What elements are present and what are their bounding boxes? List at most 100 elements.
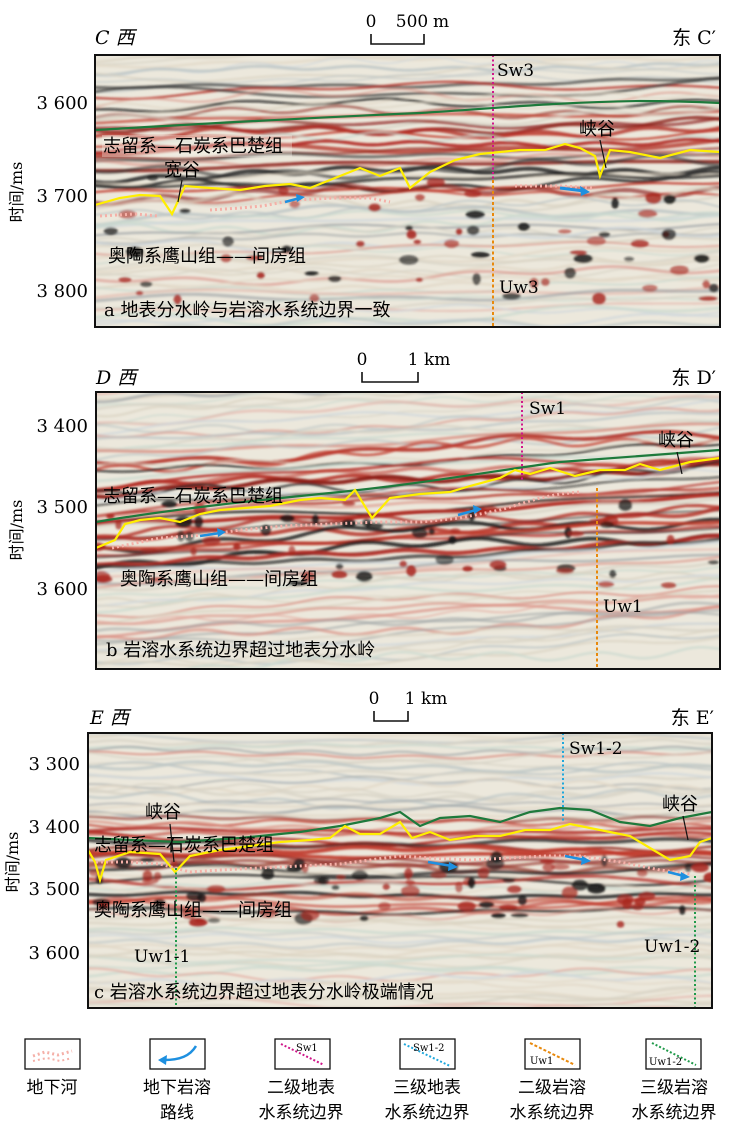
panel-a-gorge-pointer — [599, 139, 607, 169]
panel-c-scale-zero: 0 — [369, 689, 380, 709]
panel-c-scale-unit: km — [421, 689, 447, 709]
panel-c-formation-upper: 志留系—石炭系巴楚组 — [94, 835, 274, 856]
panel-a-formation-upper: 志留系—石炭系巴楚组 — [103, 136, 283, 157]
panel-c-caption: c 岩溶水系统边界超过地表分水岭极端情况 — [94, 982, 434, 1003]
panel-b-scale-bar: 0 1 km — [357, 350, 450, 383]
panel-a-yellow-horizon — [95, 142, 720, 217]
karst-route-arrow-icon — [149, 1038, 206, 1070]
panel-c-karst-route-arrow-2 — [564, 854, 591, 865]
panel-a-karst-route-arrow — [559, 186, 590, 196]
panel-a-seismic-section — [95, 55, 720, 327]
panel-c-gorge-label-right: 峡谷 — [662, 794, 698, 815]
panel-c-y-axis-label: 时间/ms — [3, 832, 22, 893]
panel-b-caption: b 岩溶水系统边界超过地表分水岭 — [106, 640, 375, 661]
panel-c-yellow-horizon — [88, 820, 712, 884]
panel-a-y-axis-label: 时间/ms — [7, 162, 26, 223]
panel-a-surface-boundary-label: Sw3 — [497, 61, 534, 81]
panel-a-left-label: C 西 — [95, 27, 138, 49]
panel-c-karst-boundary-label-2: Uw1-2 — [644, 937, 700, 957]
panel-c-karst-route-arrow-1 — [427, 860, 458, 871]
panel-a-wide-valley-label: 宽谷 — [164, 160, 200, 181]
panel-c-karst-boundary-label-1: Uw1-1 — [134, 947, 190, 967]
panel-c-ytick-3: 3 600 — [28, 943, 80, 964]
legend-label-secondary-karst-2: 水系统边界 — [510, 1103, 595, 1123]
panel-b-gorge-label: 峡谷 — [658, 430, 694, 451]
legend-item-karst-route: 地下岩溶 路线 — [143, 1038, 211, 1123]
panel-c-left-label: E 西 — [89, 707, 132, 729]
panel-a-scale-length: 500 — [396, 12, 428, 32]
panel-a-scale-zero: 0 — [366, 12, 377, 32]
panel-a-ytick-1: 3 700 — [36, 186, 88, 207]
panel-b-y-axis-label: 时间/ms — [7, 500, 26, 561]
panel-b-yellow-horizon — [96, 456, 720, 550]
panel-b-karst-route-arrow-2 — [457, 505, 482, 517]
panel-a-formation-lower: 奥陶系鹰山组——间房组 — [108, 246, 306, 267]
panel-b-scale-zero: 0 — [357, 350, 368, 370]
secondary-surface-boundary-icon — [274, 1038, 331, 1070]
legend-label-tertiary-surface-1: 三级地表 — [393, 1078, 461, 1098]
panel-c-y-ticks: 3 300 3 400 3 500 3 600 — [28, 754, 80, 964]
panel-b: D 西 东 D′ 0 1 km 3 400 3 500 3 600 时间/ms — [7, 350, 721, 670]
tertiary-surface-boundary-icon — [399, 1038, 456, 1070]
panel-b-formation-upper: 志留系—石炭系巴楚组 — [103, 486, 283, 507]
panel-c-seismic-section — [88, 733, 712, 1008]
panel-b-karst-boundary-label: Uw1 — [603, 597, 643, 617]
panel-c-scale-length: 1 — [405, 689, 416, 709]
legend-label-tertiary-surface-2: 水系统边界 — [385, 1103, 470, 1123]
panel-c-underground-river — [96, 854, 691, 876]
panel-a-scale-unit: m — [433, 12, 449, 32]
legend-item-secondary-surface: Sw1 二级地表 水系统边界 — [259, 1038, 344, 1123]
panel-c-frame — [87, 732, 713, 1009]
panel-b-ytick-2: 3 600 — [36, 579, 88, 600]
legend-item-secondary-karst: Uw1 二级岩溶 水系统边界 — [510, 1038, 595, 1123]
panel-b-surface-boundary-label: Sw1 — [529, 399, 566, 419]
panel-a-ytick-2: 3 800 — [36, 281, 88, 302]
panel-b-right-label: 东 D′ — [671, 367, 716, 389]
panel-a-caption: a 地表分水岭与岩溶水系统边界一致 — [104, 300, 390, 321]
panel-c-ytick-1: 3 400 — [28, 817, 80, 838]
legend-label-secondary-karst-1: 二级岩溶 — [518, 1078, 586, 1098]
panel-b-frame — [95, 391, 721, 670]
panel-c-ytick-2: 3 500 — [28, 879, 80, 900]
panel-c-ytick-0: 3 300 — [28, 754, 80, 775]
panel-a-underground-river-a2 — [515, 184, 596, 190]
panel-a-frame — [94, 54, 721, 328]
panel-a-right-label: 东 C′ — [672, 27, 716, 49]
legend-item-tertiary-karst: Uw1-2 三级岩溶 水系统边界 — [632, 1038, 717, 1123]
panel-c-surface-boundary-label: Sw1-2 — [569, 739, 623, 759]
legend: 地下河 地下岩溶 路线 Sw1 二级地表 水系统边界 Sw1-2 三级地表 水系… — [24, 1038, 717, 1123]
panel-c-gorge-pointer-right — [682, 815, 689, 841]
panel-b-left-label: D 西 — [95, 367, 139, 389]
legend-icon-text-uw1: Uw1 — [530, 1056, 553, 1067]
panel-b-scale-length: 1 — [408, 350, 419, 370]
panel-c-right-label: 东 E′ — [671, 707, 714, 729]
panel-a: C 西 东 C′ 0 500 m 3 600 3 700 3 800 时间/ms — [7, 12, 721, 328]
panel-b-ytick-1: 3 500 — [36, 497, 88, 518]
panel-c-gorge-label-left: 峡谷 — [145, 802, 181, 823]
legend-item-underground-river: 地下河 — [24, 1038, 81, 1098]
panel-c-green-horizon — [88, 806, 712, 844]
panel-c-karst-route-arrow-3 — [667, 870, 690, 881]
panel-c: E 西 东 E′ 0 1 km 3 300 3 400 3 500 3 600 … — [3, 689, 714, 1009]
panel-c-formation-lower: 奥陶系鹰山组——间房组 — [94, 900, 292, 921]
legend-label-tertiary-karst-1: 三级岩溶 — [640, 1078, 708, 1098]
panel-a-wide-valley-pointer — [177, 179, 183, 203]
panel-a-scale-bar: 0 500 m — [366, 12, 449, 45]
panel-a-y-ticks: 3 600 3 700 3 800 — [36, 93, 88, 302]
panel-b-seismic-section — [96, 392, 720, 669]
panel-a-ytick-0: 3 600 — [36, 93, 88, 114]
panel-b-formation-lower: 奥陶系鹰山组——间房组 — [120, 569, 318, 590]
panel-a-green-horizon — [95, 99, 720, 132]
legend-label-underground-river: 地下河 — [27, 1078, 78, 1098]
legend-icon-text-uw1-2: Uw1-2 — [649, 1057, 682, 1068]
panel-b-green-horizon — [96, 448, 720, 524]
panel-a-karst-route-arrow-2 — [284, 194, 305, 204]
panel-b-ytick-0: 3 400 — [36, 416, 88, 437]
legend-icon-text-sw1-2: Sw1-2 — [413, 1043, 445, 1054]
panel-b-y-ticks: 3 400 3 500 3 600 — [36, 416, 88, 600]
legend-label-karst-route-1: 地下岩溶 — [143, 1078, 211, 1098]
legend-label-karst-route-2: 路线 — [160, 1103, 194, 1123]
panel-a-gorge-label: 峡谷 — [579, 119, 615, 140]
panel-b-scale-unit: km — [424, 350, 450, 370]
